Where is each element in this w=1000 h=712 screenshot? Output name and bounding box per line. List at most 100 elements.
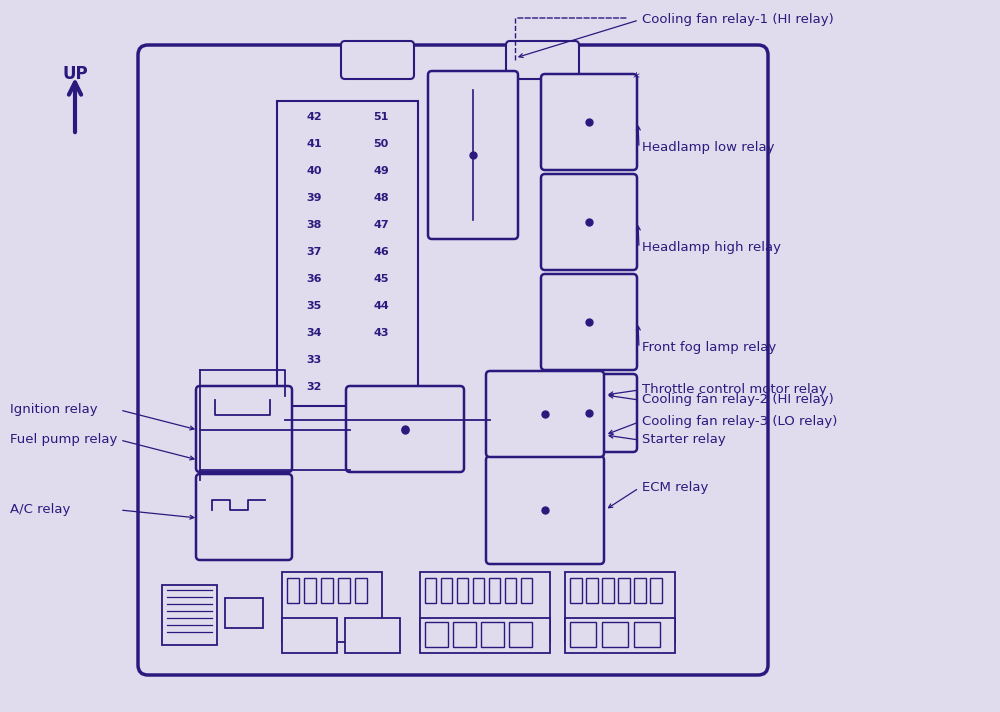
Text: Headlamp low relay: Headlamp low relay — [642, 142, 774, 155]
FancyBboxPatch shape — [541, 374, 637, 452]
Bar — [570, 578, 582, 603]
Text: 51: 51 — [373, 112, 389, 122]
Bar — [509, 622, 532, 647]
FancyBboxPatch shape — [428, 71, 518, 239]
Bar — [425, 578, 436, 603]
Bar — [287, 578, 299, 603]
Bar — [277, 101, 418, 406]
Text: 46: 46 — [373, 247, 389, 257]
Bar — [565, 618, 675, 653]
Bar — [285, 348, 343, 372]
Bar — [565, 572, 675, 642]
Text: 42: 42 — [306, 112, 322, 122]
Bar — [352, 240, 410, 264]
FancyBboxPatch shape — [138, 45, 768, 675]
Text: A/C relay: A/C relay — [10, 503, 70, 516]
Text: Cooling fan relay-2 (HI relay): Cooling fan relay-2 (HI relay) — [642, 394, 834, 407]
Bar — [285, 321, 343, 345]
Text: Starter relay: Starter relay — [642, 434, 726, 446]
Text: Cooling fan relay-3 (LO relay): Cooling fan relay-3 (LO relay) — [642, 416, 837, 429]
Text: 32: 32 — [306, 382, 322, 392]
Text: Cooling fan relay-1 (HI relay): Cooling fan relay-1 (HI relay) — [642, 14, 834, 26]
Bar — [352, 105, 410, 129]
Bar — [285, 159, 343, 183]
Text: ECM relay: ECM relay — [642, 481, 708, 495]
Bar — [586, 578, 598, 603]
Text: Ignition relay: Ignition relay — [10, 404, 98, 417]
Text: *: * — [633, 71, 640, 85]
Text: Front fog lamp relay: Front fog lamp relay — [642, 342, 776, 355]
Bar — [338, 578, 350, 603]
Text: UP: UP — [62, 65, 88, 83]
FancyBboxPatch shape — [196, 474, 292, 560]
Text: 38: 38 — [306, 220, 322, 230]
Bar — [282, 572, 382, 642]
Bar — [453, 622, 476, 647]
Bar — [304, 578, 316, 603]
Text: 44: 44 — [373, 301, 389, 311]
Bar — [162, 585, 217, 645]
Text: Throttle control motor relay: Throttle control motor relay — [642, 384, 827, 397]
Bar — [634, 578, 646, 603]
Bar — [285, 267, 343, 291]
Bar — [285, 375, 343, 399]
Bar — [420, 618, 550, 653]
FancyBboxPatch shape — [486, 371, 604, 457]
Bar — [602, 578, 614, 603]
Bar — [225, 598, 263, 628]
Text: Fuel pump relay: Fuel pump relay — [10, 434, 117, 446]
Text: 34: 34 — [306, 328, 322, 338]
Text: 43: 43 — [373, 328, 389, 338]
Text: 33: 33 — [306, 355, 322, 365]
Bar — [352, 159, 410, 183]
Text: Headlamp high relay: Headlamp high relay — [642, 241, 781, 254]
Bar — [489, 578, 500, 603]
Text: 50: 50 — [373, 139, 389, 149]
Bar — [602, 622, 628, 647]
Bar — [285, 240, 343, 264]
Bar — [321, 578, 333, 603]
Bar — [282, 618, 337, 653]
Bar — [481, 622, 504, 647]
FancyBboxPatch shape — [486, 456, 604, 564]
Bar — [352, 132, 410, 156]
Text: 39: 39 — [306, 193, 322, 203]
Bar — [352, 267, 410, 291]
Bar — [521, 578, 532, 603]
Bar — [345, 618, 400, 653]
Bar — [570, 622, 596, 647]
Bar — [285, 105, 343, 129]
Text: 49: 49 — [373, 166, 389, 176]
Bar — [441, 578, 452, 603]
Bar — [285, 132, 343, 156]
Bar — [634, 622, 660, 647]
FancyBboxPatch shape — [196, 386, 292, 472]
Bar — [285, 213, 343, 237]
Bar — [355, 578, 367, 603]
Bar — [457, 578, 468, 603]
FancyBboxPatch shape — [506, 41, 579, 79]
Bar — [285, 186, 343, 210]
Text: 47: 47 — [373, 220, 389, 230]
Text: 48: 48 — [373, 193, 389, 203]
Bar — [505, 578, 516, 603]
Text: 37: 37 — [306, 247, 322, 257]
Bar — [352, 321, 410, 345]
Bar — [352, 294, 410, 318]
Text: 45: 45 — [373, 274, 389, 284]
FancyBboxPatch shape — [541, 74, 637, 170]
Bar — [420, 572, 550, 642]
Bar — [352, 186, 410, 210]
FancyBboxPatch shape — [346, 386, 464, 472]
Bar — [352, 213, 410, 237]
Text: 40: 40 — [306, 166, 322, 176]
Text: 36: 36 — [306, 274, 322, 284]
Text: 41: 41 — [306, 139, 322, 149]
Bar — [473, 578, 484, 603]
Bar — [425, 622, 448, 647]
Bar — [618, 578, 630, 603]
FancyBboxPatch shape — [541, 174, 637, 270]
Text: 35: 35 — [306, 301, 322, 311]
Bar — [650, 578, 662, 603]
FancyBboxPatch shape — [541, 274, 637, 370]
